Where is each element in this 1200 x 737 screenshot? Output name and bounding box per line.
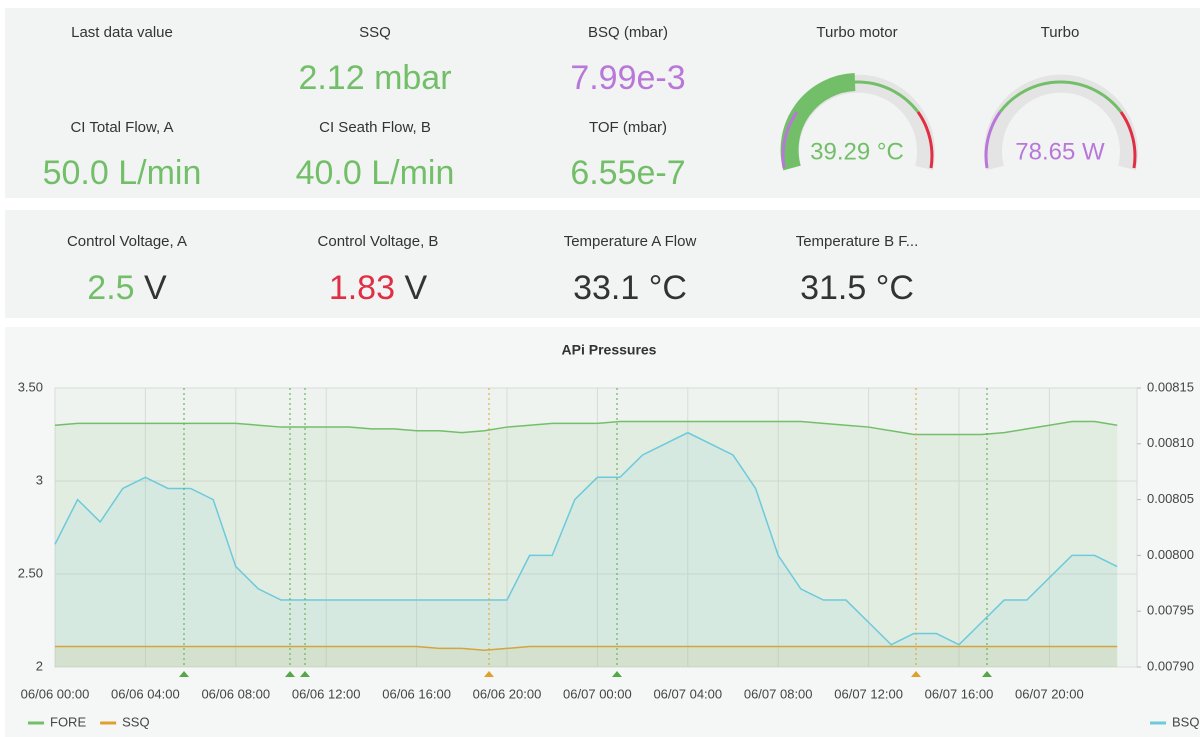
legend-label[interactable]: BSQ — [1172, 714, 1199, 729]
stat-title: CI Total Flow, A — [70, 119, 173, 136]
stat-value: 1.83 V — [329, 269, 428, 307]
gauge-threshold — [916, 111, 934, 169]
y2-tick-label: 0.00810 — [1147, 435, 1194, 450]
y-tick-label: 3 — [36, 472, 43, 487]
gauge-value: 78.65 W — [1015, 138, 1105, 165]
stat-title: BSQ (mbar) — [588, 24, 668, 41]
gauge — [984, 74, 1138, 171]
stat-value: 40.0 L/min — [296, 154, 455, 192]
gauge-threshold — [1119, 111, 1137, 169]
x-tick-label: 06/06 08:00 — [201, 686, 270, 701]
x-tick-label: 06/06 00:00 — [21, 686, 90, 701]
stat-value: 2.12 mbar — [298, 59, 451, 97]
stat-value: 6.55e-7 — [570, 154, 685, 192]
stat-value: 31.5 °C — [800, 269, 914, 307]
gauge-threshold — [998, 80, 1123, 113]
stat-unit: V — [144, 269, 167, 307]
gauge-track — [984, 74, 1138, 171]
annotation-marker[interactable] — [982, 671, 992, 677]
x-tick-label: 06/07 08:00 — [744, 686, 813, 701]
stat-title: Control Voltage, A — [67, 233, 187, 250]
stat-number: 1.83 — [329, 269, 395, 307]
gauge — [780, 73, 935, 171]
x-tick-label: 06/06 20:00 — [473, 686, 542, 701]
y-tick-label: 2.50 — [18, 565, 43, 580]
gauge-threshold — [795, 80, 920, 113]
gauge-threshold — [781, 111, 799, 169]
x-tick-label: 06/07 04:00 — [653, 686, 722, 701]
series-line — [54, 420, 1118, 436]
x-tick-label: 06/07 20:00 — [1015, 686, 1084, 701]
annotation-marker[interactable] — [911, 671, 921, 677]
stat-number: 2.5 — [87, 269, 134, 307]
stat-value: 7.99e-3 — [570, 59, 685, 97]
annotation-markers — [179, 671, 992, 677]
x-tick-label: 06/06 12:00 — [292, 686, 361, 701]
gauge-value: 39.29 °C — [810, 138, 904, 165]
stat-title: Temperature A Flow — [564, 233, 697, 250]
stat-unit: V — [404, 269, 427, 307]
y2-tick-label: 0.00790 — [1147, 658, 1194, 673]
stat-panel — [5, 210, 1200, 318]
annotation-marker[interactable] — [612, 671, 622, 677]
y-tick-label: 2 — [36, 658, 43, 673]
series-area — [55, 646, 1118, 667]
y2-tick-label: 0.00805 — [1147, 491, 1194, 506]
y2-tick-label: 0.00815 — [1147, 379, 1194, 394]
series-area — [55, 432, 1118, 667]
x-tick-label: 06/06 04:00 — [111, 686, 180, 701]
chart-title: APi Pressures — [562, 342, 657, 358]
stat-title: Last data value — [71, 24, 173, 41]
x-tick-label: 06/06 16:00 — [382, 686, 451, 701]
x-tick-label: 06/07 12:00 — [834, 686, 903, 701]
stat-title: SSQ — [359, 24, 391, 41]
legend-label[interactable]: SSQ — [122, 714, 149, 729]
stat-value: 2.5 V — [87, 269, 167, 307]
y-tick-label: 3.50 — [18, 379, 43, 394]
annotations — [183, 388, 988, 667]
gauge-title: Turbo motor — [816, 24, 897, 41]
plot: 2 2.50 3 3.50 0.00790 0.00795 0.00800 0.00805 0.… — [18, 379, 1194, 701]
stat-value: 50.0 L/min — [43, 154, 202, 192]
series-line — [54, 431, 1118, 646]
annotation-marker[interactable] — [179, 671, 189, 677]
annotation-marker[interactable] — [300, 671, 310, 677]
stat-title: Control Voltage, B — [318, 233, 439, 250]
annotation-marker[interactable] — [484, 671, 494, 677]
stat-title: TOF (mbar) — [589, 119, 667, 136]
legend-label[interactable]: FORE — [50, 714, 86, 729]
x-tick-label: 06/07 00:00 — [563, 686, 632, 701]
gauge-title: Turbo — [1041, 24, 1080, 41]
annotation-marker[interactable] — [285, 671, 295, 677]
x-tick-label: 06/07 16:00 — [925, 686, 994, 701]
stat-title: Temperature B F... — [796, 233, 919, 250]
y2-tick-label: 0.00795 — [1147, 603, 1194, 618]
stat-title: CI Seath Flow, B — [319, 119, 431, 136]
gauge-threshold — [984, 111, 1002, 169]
stat-value: 33.1 °C — [573, 269, 687, 307]
y2-tick-label: 0.00800 — [1147, 547, 1194, 562]
series-line — [55, 645, 1118, 652]
